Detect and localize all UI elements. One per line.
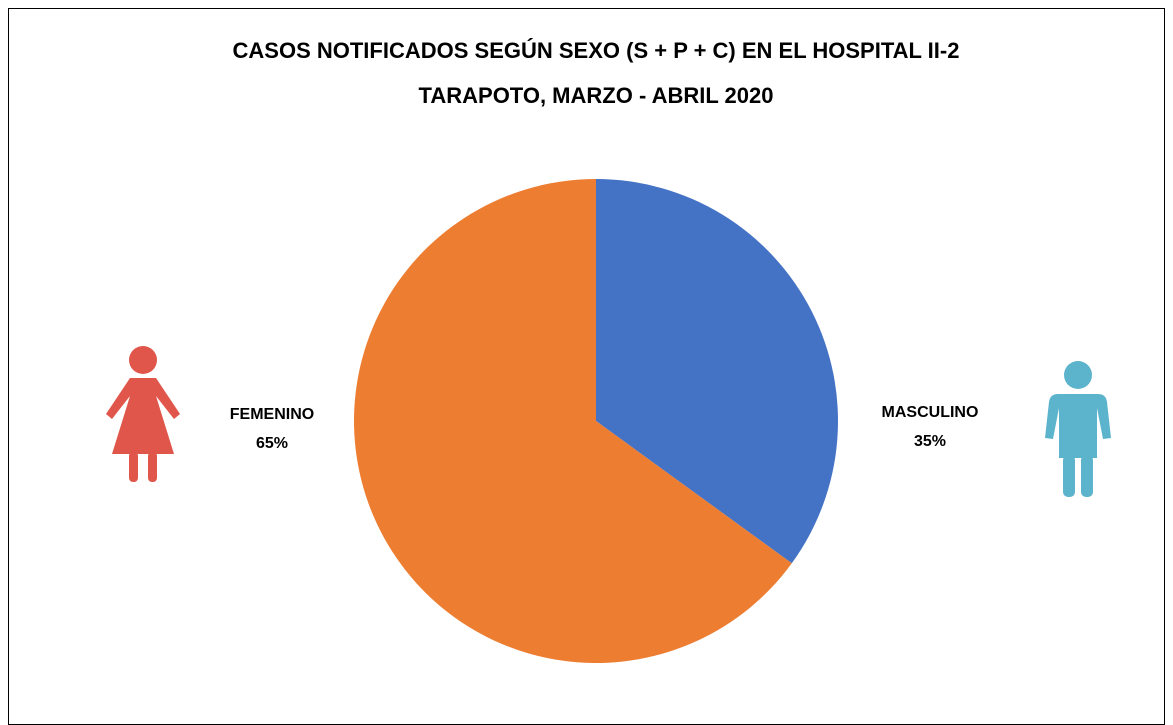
- male-icon: [1045, 361, 1111, 497]
- slice-category-label: FEMENINO: [230, 406, 314, 423]
- pie-slice: [596, 179, 838, 564]
- chart-title: CASOS NOTIFICADOS SEGÚN SEXO (S + P + C)…: [233, 38, 960, 63]
- chart-title: TARAPOTO, MARZO - ABRIL 2020: [419, 83, 774, 108]
- pie-slice: [353, 179, 792, 663]
- female-icon: [106, 346, 180, 482]
- slice-category-label: MASCULINO: [882, 404, 979, 421]
- slice-value-label: 35%: [914, 433, 946, 450]
- slice-value-label: 65%: [256, 435, 288, 452]
